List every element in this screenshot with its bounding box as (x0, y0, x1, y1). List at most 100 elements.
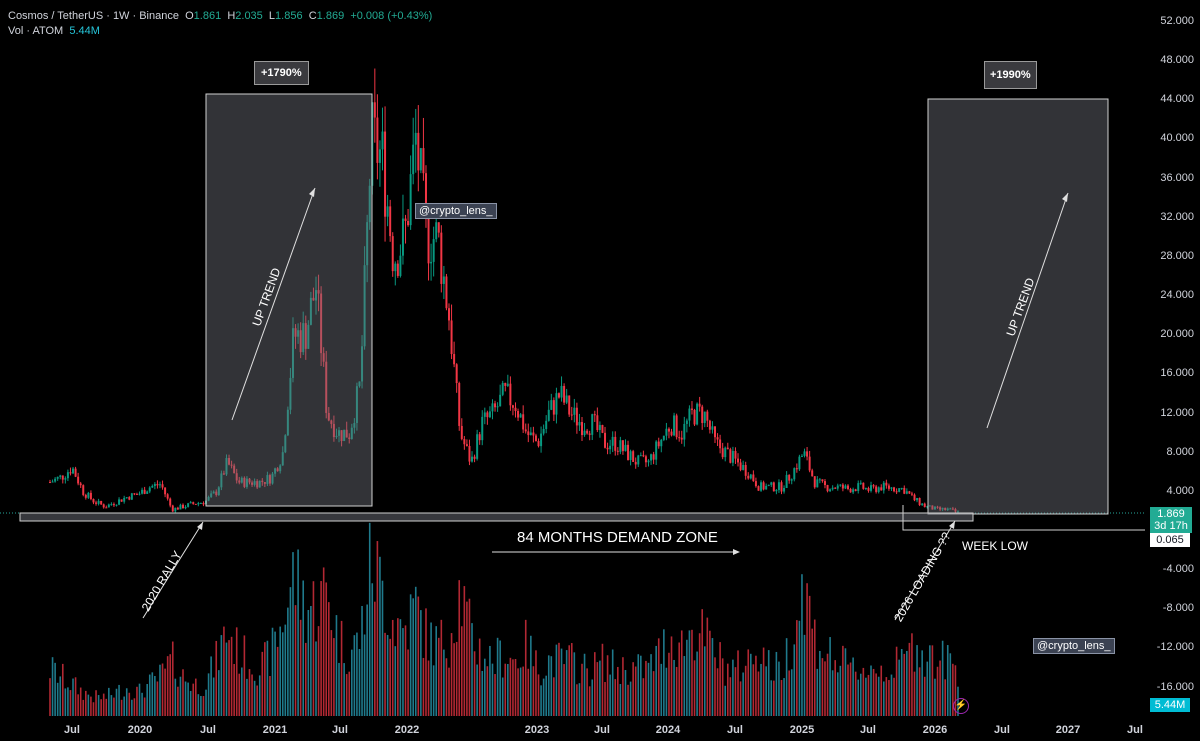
price-tick: -16.000 (1156, 680, 1194, 693)
candle-body (841, 484, 844, 489)
candle-body (299, 330, 302, 353)
candle-body (504, 382, 507, 386)
price-tick: 16.000 (1160, 367, 1194, 380)
candle-body (698, 403, 701, 407)
price-tick: -4.000 (1162, 563, 1194, 576)
candle-body (951, 508, 954, 510)
candle-body (207, 496, 210, 501)
candle-body (220, 473, 223, 488)
candle-body (800, 455, 803, 457)
volume-bar (92, 702, 95, 716)
candle-body (834, 487, 837, 489)
candle-body (373, 102, 376, 118)
symbol-title[interactable]: Cosmos / TetherUS · 1W · Binance (8, 10, 179, 22)
volume-bar (125, 688, 128, 716)
volume-bar (187, 682, 189, 716)
lightning-icon[interactable]: ⚡ (953, 698, 969, 714)
volume-bar (72, 678, 74, 716)
volume-bar (680, 630, 683, 716)
volume-bar (478, 638, 481, 716)
candle-body (793, 468, 796, 480)
candle-body (128, 497, 131, 500)
volume-bar (358, 648, 361, 716)
candle-body (358, 381, 361, 387)
candle-body (739, 462, 742, 470)
candle-body (97, 500, 100, 504)
volume-bar (56, 682, 59, 716)
candle-body (266, 475, 269, 484)
volume-bar (683, 656, 686, 716)
volume-bar (742, 672, 744, 716)
candle-body (847, 485, 849, 489)
candle-body (169, 498, 172, 506)
price-tick: 40.000 (1160, 132, 1194, 145)
candle-body (210, 493, 213, 497)
volume-bar (115, 688, 118, 716)
candle-body (545, 420, 548, 429)
volume-bar (363, 634, 366, 716)
volume-bar (261, 651, 264, 716)
volume-bar (586, 668, 588, 716)
candle-body (854, 489, 857, 491)
volume-bar (693, 660, 696, 716)
volume-bar (755, 655, 757, 716)
candle-body (146, 491, 149, 494)
volume-bar (576, 684, 578, 716)
candle-body (153, 483, 156, 486)
candle-body (327, 412, 330, 421)
candle-body (785, 474, 788, 489)
volume-bar (443, 649, 445, 716)
candle-body (680, 437, 683, 440)
candle-body (581, 422, 583, 436)
volume-bar (210, 656, 212, 716)
candle-body (721, 448, 724, 458)
candle-body (494, 403, 497, 408)
last-price-badge: 1.869 3d 17h (1150, 507, 1192, 533)
volume-bar (637, 654, 640, 716)
candle-body (92, 499, 95, 503)
volume-bar (895, 646, 898, 716)
volume-bar (729, 677, 732, 716)
candle-body (294, 328, 297, 337)
time-tick: 2027 (1055, 724, 1081, 736)
volume-bar (166, 656, 169, 716)
candle-body (233, 465, 236, 474)
week-low-line (902, 505, 1145, 531)
candle-body (844, 485, 847, 489)
volume-bar (417, 596, 420, 716)
volume-bar (811, 628, 813, 716)
candles (49, 68, 959, 513)
volume-bar (463, 586, 466, 716)
volume-bar (775, 651, 778, 716)
candle-body (632, 451, 635, 462)
candle-body (685, 420, 688, 424)
volume-bar (458, 580, 461, 716)
volume-bar (496, 637, 499, 716)
volume-bar (813, 619, 816, 716)
candle-body (839, 484, 842, 486)
volume-bar (391, 619, 394, 716)
volume-bar (453, 643, 455, 716)
candle-body (340, 430, 343, 441)
volume-bar (133, 698, 136, 716)
candle-body (156, 483, 159, 486)
candle-body (199, 502, 202, 504)
volume-bar (177, 686, 179, 716)
candle-body (473, 456, 476, 459)
symbol-ohlc-row[interactable]: Cosmos / TetherUS · 1W · Binance O1.861 … (8, 10, 433, 22)
candle-body (95, 502, 98, 504)
candle-body (133, 493, 136, 495)
volume-bar (445, 658, 448, 716)
volume-bar (703, 646, 706, 716)
volume-bar (138, 683, 141, 716)
candle-body (601, 425, 604, 433)
candle-body (703, 411, 706, 424)
candle-body (291, 328, 294, 378)
candle-body (926, 506, 929, 508)
volume-bar (872, 668, 875, 716)
candle-body (936, 506, 939, 508)
high-value: 2.035 (235, 10, 263, 22)
candle-body (105, 507, 108, 509)
volume-row[interactable]: Vol · ATOM 5.44M (8, 24, 432, 39)
